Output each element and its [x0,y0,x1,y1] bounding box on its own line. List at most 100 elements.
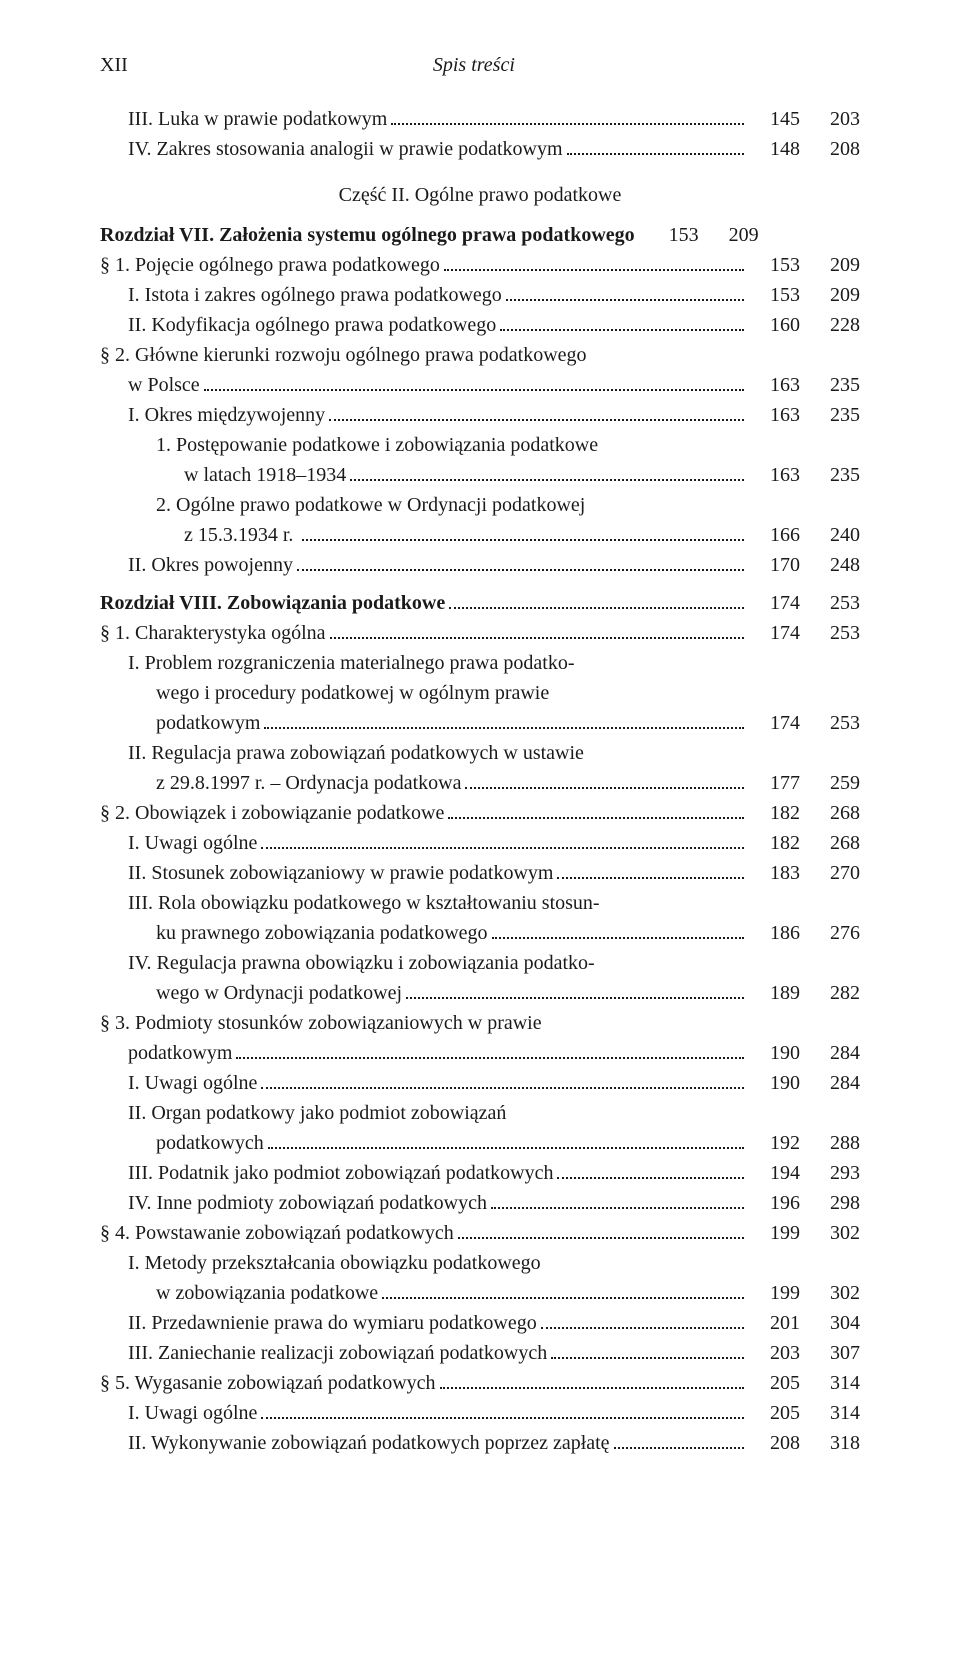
toc-label: w latach 1918–1934 [184,460,346,490]
toc-label: III. Zaniechanie realizacji zobowiązań p… [128,1338,547,1368]
toc-row: IV. Zakres stosowania analogii w prawie … [100,134,860,164]
col-a: 170 [748,550,800,580]
col-b: 209 [808,280,860,310]
toc-label: I. Uwagi ogólne [128,828,257,858]
col-b: 270 [808,858,860,888]
col-b: 304 [808,1308,860,1338]
toc-row: III. Rola obowiązku podatkowego w kształ… [100,888,860,918]
col-a: 145 [748,104,800,134]
col-a: 153 [647,220,699,250]
leader-dots [551,1340,744,1359]
leader-dots [391,106,744,125]
toc-row: I. Uwagi ogólne182268 [100,828,860,858]
col-b: 248 [808,550,860,580]
leader-dots [440,1370,744,1389]
col-a: 174 [748,708,800,738]
col-b: 302 [808,1278,860,1308]
col-a: 194 [748,1158,800,1188]
toc-row: wego w Ordynacji podatkowej189282 [100,978,860,1008]
header-spacer [820,50,860,80]
toc-row: III. Luka w prawie podatkowym145203 [100,104,860,134]
leader-dots [261,830,744,849]
leader-dots [557,1160,744,1179]
chapter-heading: Rozdział VII. Założenia systemu ogólnego… [100,220,860,250]
toc-row: w zobowiązania podatkowe199302 [100,1278,860,1308]
col-a: 160 [748,310,800,340]
chapters: Rozdział VII. Założenia systemu ogólnego… [100,220,860,1458]
col-a: 196 [748,1188,800,1218]
col-a: 182 [748,798,800,828]
toc-label: III. Rola obowiązku podatkowego w kształ… [128,888,600,918]
col-b: 298 [808,1188,860,1218]
toc-label: § 3. Podmioty stosunków zobowiązaniowych… [100,1008,542,1038]
toc-label: ku prawnego zobowiązania podatkowego [156,918,488,948]
toc-label: I. Okres międzywojenny [128,400,325,430]
leader-dots [204,372,744,391]
toc-label: IV. Inne podmioty zobowiązań podatkowych [128,1188,487,1218]
col-a: 203 [748,1338,800,1368]
chapter-heading: Rozdział VIII. Zobowiązania podatkowe174… [100,588,860,618]
toc-label: I. Istota i zakres ogólnego prawa podatk… [128,280,502,310]
toc-label: podatkowym [156,708,260,738]
toc-row: ku prawnego zobowiązania podatkowego1862… [100,918,860,948]
col-a: 183 [748,858,800,888]
toc-label: I. Metody przekształcania obowiązku poda… [128,1248,541,1278]
toc-row: II. Wykonywanie zobowiązań podatkowych p… [100,1428,860,1458]
leader-dots [448,800,744,819]
leader-dots [350,462,744,481]
toc-label: III. Podatnik jako podmiot zobowiązań po… [128,1158,553,1188]
chapter-heading-label: Rozdział VIII. Zobowiązania podatkowe [100,588,445,618]
toc-row: w latach 1918–1934163235 [100,460,860,490]
toc-label: IV. Regulacja prawna obowiązku i zobowią… [128,948,595,978]
toc-row: § 5. Wygasanie zobowiązań podatkowych 205… [100,1368,860,1398]
col-b: 302 [808,1218,860,1248]
toc-row: podatkowym190284 [100,1038,860,1068]
col-a: 153 [748,250,800,280]
leader-dots [567,136,744,155]
running-title: Spis treści [128,50,820,80]
col-a: 205 [748,1368,800,1398]
col-b: 235 [808,400,860,430]
leader-dots [491,1190,744,1209]
toc-row: I. Uwagi ogólne190284 [100,1068,860,1098]
toc-row: I. Okres międzywojenny163235 [100,400,860,430]
toc-label: § 5. Wygasanie zobowiązań podatkowych [100,1368,436,1398]
toc-label: podatkowych [156,1128,264,1158]
toc-label: I. Uwagi ogólne [128,1398,257,1428]
leader-dots [465,770,744,789]
col-a: 163 [748,460,800,490]
col-a: 189 [748,978,800,1008]
col-b: 228 [808,310,860,340]
col-b: 284 [808,1038,860,1068]
col-b: 253 [808,618,860,648]
col-a: 190 [748,1038,800,1068]
toc-label: w zobowiązania podatkowe [156,1278,378,1308]
toc-label: § 2. Obowiązek i zobowiązanie podatkowe [100,798,444,828]
toc-label: II. Okres powojenny [128,550,293,580]
col-a: 163 [748,370,800,400]
toc-row: II. Stosunek zobowiązaniowy w prawie pod… [100,858,860,888]
toc-label: I. Uwagi ogólne [128,1068,257,1098]
col-a: 205 [748,1398,800,1428]
toc-row: II. Kodyfikacja ogólnego prawa podatkowe… [100,310,860,340]
toc-label: 1. Postępowanie podatkowe i zobowiązania… [156,430,598,460]
toc-label: § 2. Główne kierunki rozwoju ogólnego pr… [100,340,587,370]
toc-label: z 29.8.1997 r. – Ordynacja podatkowa [156,768,461,798]
toc-label: III. Luka w prawie podatkowym [128,104,387,134]
leader-dots [329,402,744,421]
leader-dots [261,1070,744,1089]
col-b: 282 [808,978,860,1008]
leader-dots [449,590,744,609]
toc-row: § 1. Charakterystyka ogólna174253 [100,618,860,648]
toc-row: I. Metody przekształcania obowiązku poda… [100,1248,860,1278]
leader-dots [382,1280,744,1299]
col-a: 201 [748,1308,800,1338]
toc-label: z 15.3.1934 r. [184,520,298,550]
leader-dots [492,920,744,939]
leader-dots [406,980,744,999]
running-header: XII Spis treści [100,50,860,80]
col-a: 192 [748,1128,800,1158]
col-a: 174 [748,618,800,648]
page-number: XII [100,50,128,80]
col-a: 148 [748,134,800,164]
